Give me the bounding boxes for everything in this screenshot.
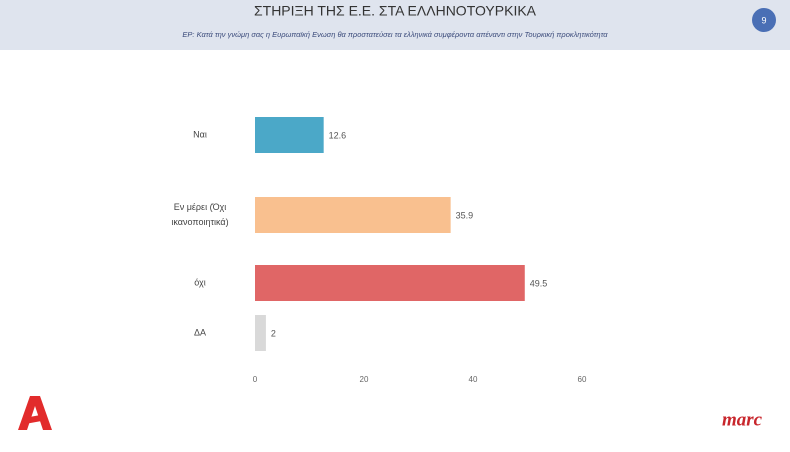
bar: [255, 117, 324, 153]
value-label: 2: [271, 328, 276, 338]
y-tick-label: Εν μέρει (Όχι ικανοποιητικά): [171, 202, 229, 227]
bar: [255, 197, 451, 233]
y-tick-label: όχι: [194, 277, 206, 288]
x-tick-label: 0: [253, 375, 258, 384]
y-tick-label: ΔΑ: [193, 327, 206, 338]
alpha-logo: [18, 396, 52, 430]
x-tick-label: 20: [360, 375, 369, 384]
page-number: 9: [761, 15, 766, 25]
header-band: [0, 0, 790, 50]
bar: [255, 315, 266, 351]
x-tick-label: 40: [469, 375, 478, 384]
chart-title: ΣΤΗΡΙΞΗ ΤΗΣ Ε.Ε. ΣΤΑ ΕΛΛΗΝΟΤΟΥΡΚΙΚΑ: [254, 3, 537, 19]
x-tick-label: 60: [578, 375, 587, 384]
page-badge: [752, 8, 776, 32]
value-label: 12.6: [329, 130, 347, 140]
source-logo: marc: [722, 409, 763, 430]
value-label: 49.5: [530, 278, 548, 288]
chart-subtitle: ΕΡ: Κατά την γνώμη σας η Ευρωπαϊκή Ενωση…: [182, 30, 608, 39]
value-label: 35.9: [456, 210, 474, 220]
bar: [255, 265, 525, 301]
y-tick-label: Ναι: [193, 129, 207, 140]
